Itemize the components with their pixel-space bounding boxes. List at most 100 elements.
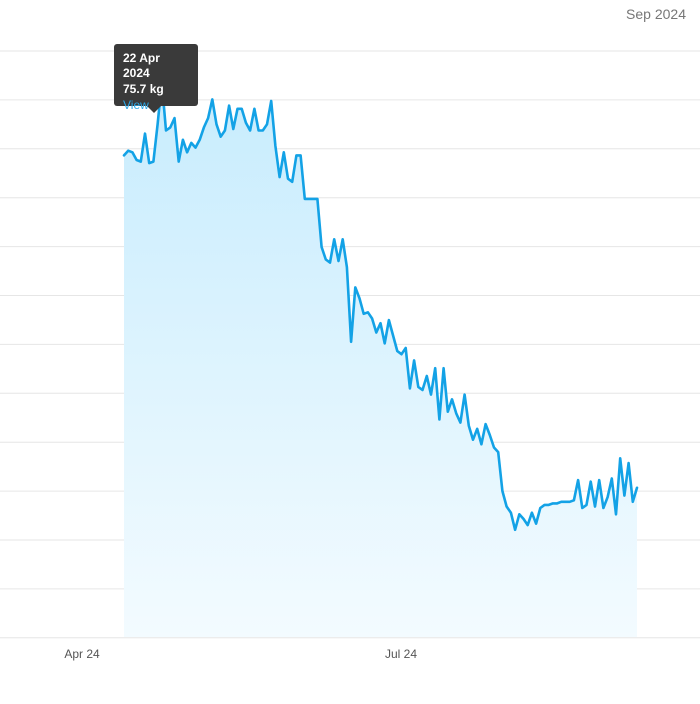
data-point[interactable] (630, 499, 636, 505)
data-point[interactable] (214, 121, 220, 127)
data-point[interactable] (428, 392, 434, 398)
data-point[interactable] (129, 149, 135, 155)
tooltip-view-link[interactable]: View (123, 98, 149, 112)
data-point[interactable] (150, 159, 156, 165)
data-point[interactable] (525, 522, 531, 528)
data-point[interactable] (588, 479, 594, 485)
data-point[interactable] (584, 502, 590, 508)
data-point[interactable] (344, 264, 350, 270)
data-point[interactable] (411, 357, 417, 363)
data-point[interactable] (634, 485, 640, 491)
data-point[interactable] (268, 98, 274, 104)
data-point[interactable] (138, 159, 144, 165)
data-point[interactable] (521, 516, 527, 522)
data-point[interactable] (205, 115, 211, 121)
data-point[interactable] (403, 345, 409, 351)
data-point[interactable] (193, 145, 199, 151)
data-point[interactable] (432, 365, 438, 371)
x-tick-label: Apr 24 (64, 647, 100, 661)
data-point[interactable] (369, 316, 375, 322)
data-point[interactable] (508, 510, 514, 516)
data-point[interactable] (298, 152, 304, 158)
data-point[interactable] (504, 504, 510, 510)
data-point[interactable] (243, 120, 249, 126)
data-point[interactable] (575, 477, 581, 483)
data-point[interactable] (226, 103, 232, 109)
data-point[interactable] (533, 521, 539, 527)
data-point[interactable] (571, 497, 577, 503)
data-point[interactable] (445, 409, 451, 415)
data-point[interactable] (457, 420, 463, 426)
data-point[interactable] (512, 527, 518, 533)
data-point[interactable] (487, 432, 493, 438)
data-point[interactable] (167, 124, 173, 130)
data-point[interactable] (600, 505, 606, 511)
data-point[interactable] (176, 159, 182, 165)
data-point[interactable] (495, 449, 501, 455)
data-point[interactable] (516, 511, 522, 517)
data-point[interactable] (277, 174, 283, 180)
data-point[interactable] (239, 106, 245, 112)
data-point[interactable] (424, 373, 430, 379)
data-point[interactable] (474, 426, 480, 432)
data-point[interactable] (382, 340, 388, 346)
data-point[interactable] (272, 143, 278, 149)
data-point[interactable] (260, 128, 266, 134)
data-point[interactable] (121, 152, 127, 158)
data-point[interactable] (491, 445, 497, 451)
data-point[interactable] (621, 493, 627, 499)
data-point[interactable] (251, 106, 257, 112)
data-point[interactable] (340, 236, 346, 242)
data-point[interactable] (289, 179, 295, 185)
data-point[interactable] (449, 396, 455, 402)
data-point[interactable] (420, 387, 426, 393)
data-point[interactable] (209, 96, 215, 102)
data-point[interactable] (172, 115, 178, 121)
data-point[interactable] (357, 295, 363, 301)
data-point[interactable] (230, 126, 236, 132)
data-point[interactable] (378, 320, 384, 326)
data-point[interactable] (331, 236, 337, 242)
data-point[interactable] (453, 410, 459, 416)
data-point[interactable] (386, 317, 392, 323)
data-point[interactable] (462, 392, 468, 398)
data-point[interactable] (281, 149, 287, 155)
data-point[interactable] (188, 140, 194, 146)
data-point[interactable] (605, 494, 611, 500)
data-point[interactable] (436, 417, 442, 423)
data-point[interactable] (373, 330, 379, 336)
data-point[interactable] (365, 309, 371, 315)
data-point[interactable] (197, 137, 203, 143)
data-point[interactable] (470, 437, 476, 443)
data-point[interactable] (478, 441, 484, 447)
data-point[interactable] (499, 488, 505, 494)
data-point[interactable] (180, 137, 186, 143)
data-point[interactable] (626, 460, 632, 466)
data-point[interactable] (327, 260, 333, 266)
data-point[interactable] (529, 510, 535, 516)
data-point[interactable] (142, 131, 148, 137)
data-point[interactable] (609, 476, 615, 482)
data-point[interactable] (155, 121, 161, 127)
data-point[interactable] (247, 128, 253, 134)
data-point[interactable] (348, 339, 354, 345)
data-point[interactable] (336, 258, 342, 264)
data-point[interactable] (218, 134, 224, 140)
data-point[interactable] (201, 124, 207, 130)
data-point[interactable] (441, 365, 447, 371)
data-point[interactable] (264, 121, 270, 127)
data-point[interactable] (613, 511, 619, 517)
data-point[interactable] (466, 423, 472, 429)
data-point[interactable] (184, 149, 190, 155)
data-point[interactable] (352, 284, 358, 290)
data-point[interactable] (222, 128, 228, 134)
data-point[interactable] (592, 504, 598, 510)
data-point[interactable] (314, 196, 320, 202)
data-point[interactable] (407, 385, 413, 391)
data-point[interactable] (399, 351, 405, 357)
data-point[interactable] (319, 244, 325, 250)
data-point[interactable] (390, 333, 396, 339)
data-point[interactable] (483, 421, 489, 427)
data-point[interactable] (617, 455, 623, 461)
data-point[interactable] (596, 477, 602, 483)
